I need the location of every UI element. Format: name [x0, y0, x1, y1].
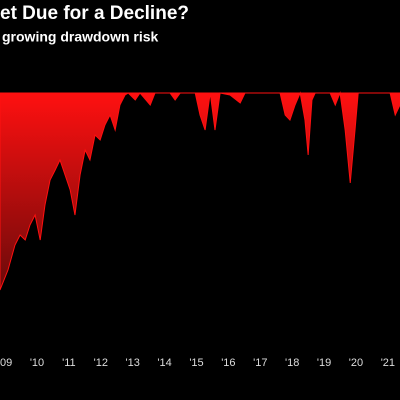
x-tick-label: '17 [253, 357, 267, 369]
chart-subtitle: growing drawdown risk [2, 29, 159, 45]
x-tick-label: '12 [94, 357, 108, 369]
x-tick-label: '13 [126, 357, 140, 369]
x-tick-label: '18 [285, 357, 299, 369]
x-tick-label: '09 [0, 357, 12, 369]
drawdown-area [0, 91, 400, 291]
x-tick-label: '16 [221, 357, 235, 369]
x-tick-label: '11 [62, 357, 76, 369]
x-tick-label: '19 [317, 357, 331, 369]
x-tick-label: '21 [381, 357, 395, 369]
x-tick-label: '10 [30, 357, 44, 369]
chart-title: et Due for a Decline? [0, 3, 189, 24]
x-tick-label: '15 [189, 357, 203, 369]
x-tick-label: '14 [157, 357, 171, 369]
x-tick-label: '20 [349, 357, 363, 369]
